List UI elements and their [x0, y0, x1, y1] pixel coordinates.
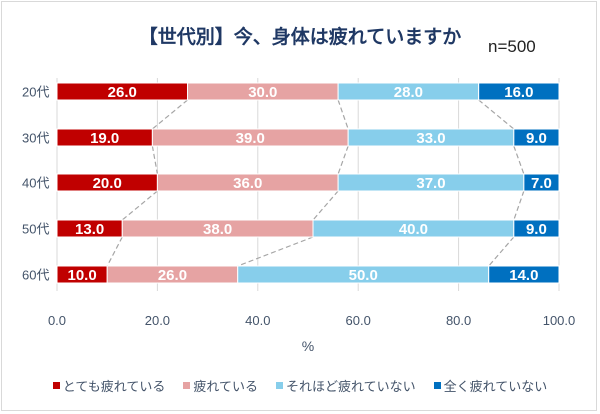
series-line [478, 99, 515, 130]
data-label: 36.0 [233, 175, 262, 192]
bar-segment [488, 265, 560, 284]
series-line [237, 236, 314, 267]
data-label: 38.0 [203, 221, 232, 238]
data-label: 39.0 [236, 130, 265, 147]
x-tick-label: 0.0 [48, 313, 66, 328]
x-axis-label: % [302, 338, 314, 354]
series-line [151, 145, 158, 175]
category-label: 40代 [22, 176, 49, 191]
data-label: 14.0 [509, 267, 538, 284]
legend-swatch [183, 382, 191, 389]
series-line [337, 99, 349, 130]
data-label: 37.0 [416, 175, 445, 192]
category-label: 20代 [22, 85, 49, 100]
data-label: 9.0 [526, 221, 547, 238]
data-label: 13.0 [75, 221, 104, 238]
category-label: 50代 [22, 222, 49, 237]
category-label: 30代 [22, 131, 49, 146]
x-tick-label: 100.0 [543, 313, 576, 328]
data-label: 26.0 [108, 84, 137, 101]
data-label: 33.0 [416, 130, 445, 147]
data-label: 7.0 [531, 175, 552, 192]
legend-label: それほど疲れていない [285, 379, 416, 394]
series-line [312, 190, 339, 221]
series-line [121, 190, 158, 221]
bar-segment [513, 219, 560, 238]
series-line [513, 190, 525, 221]
data-label: 10.0 [67, 267, 96, 284]
legend-item: それほど疲れていない [275, 376, 416, 395]
legend-item: 疲れている [183, 376, 258, 395]
data-label: 9.0 [526, 130, 547, 147]
x-tick-label: 40.0 [245, 313, 270, 328]
x-tick-label: 80.0 [446, 313, 471, 328]
series-line [106, 236, 123, 267]
data-label: 40.0 [399, 221, 428, 238]
series-line [337, 145, 349, 175]
x-tick-label: 60.0 [346, 313, 371, 328]
legend-swatch [275, 382, 283, 389]
data-label: 28.0 [394, 84, 423, 101]
bar-segment [523, 173, 560, 192]
legend-label: 疲れている [193, 379, 258, 394]
legend-item: とても疲れている [52, 376, 166, 395]
bar-segment [478, 82, 560, 101]
category-label: 60代 [22, 268, 49, 283]
series-line [513, 145, 525, 175]
chart-title: 【世代別】今、身体は疲れていますか [138, 27, 462, 48]
data-label: 30.0 [248, 84, 277, 101]
data-label: 16.0 [504, 84, 533, 101]
legend-swatch [433, 382, 441, 389]
x-tick-label: 20.0 [145, 313, 170, 328]
series-line [488, 236, 515, 267]
data-label: 26.0 [158, 267, 187, 284]
sample-size: n=500 [488, 37, 536, 56]
data-label: 19.0 [90, 130, 119, 147]
legend-swatch [52, 382, 60, 389]
legend-label: 全く疲れていない [443, 379, 548, 394]
legend-item: 全く疲れていない [433, 376, 548, 395]
bar-segment [513, 128, 560, 147]
data-label: 50.0 [349, 267, 378, 284]
data-label: 20.0 [93, 175, 122, 192]
legend: とても疲れている 疲れている それほど疲れていない 全く疲れていない [0, 376, 600, 395]
legend-label: とても疲れている [62, 379, 166, 394]
